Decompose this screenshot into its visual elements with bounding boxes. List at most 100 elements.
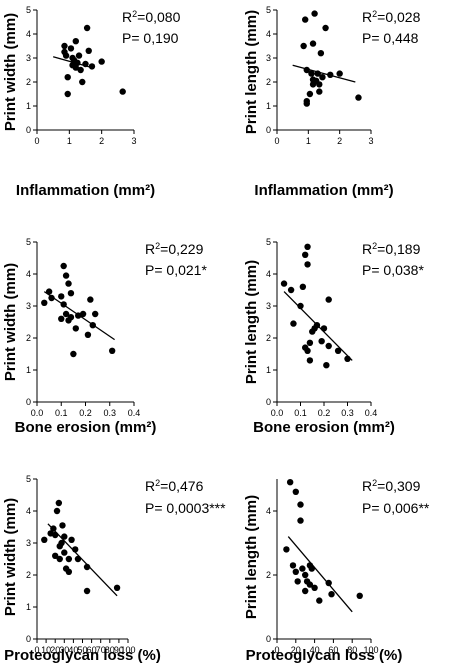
x-tick-label: 100: [363, 645, 378, 655]
data-point: [306, 357, 314, 364]
data-point: [323, 362, 330, 369]
y-tick-label: 4: [266, 269, 271, 279]
x-tick-label: 60: [87, 645, 97, 655]
data-point: [67, 45, 75, 52]
x-tick-label: 20: [291, 645, 301, 655]
data-point: [325, 579, 332, 587]
x-tick-label: 20: [50, 645, 60, 655]
y-tick-label: 2: [266, 333, 271, 343]
data-point: [41, 536, 48, 543]
x-tick-label: 60: [328, 645, 338, 655]
data-point: [292, 488, 299, 495]
y-tick-label: 5: [26, 474, 31, 484]
data-point: [316, 88, 323, 95]
x-tick-label: 0.2: [318, 408, 331, 418]
data-point: [60, 262, 67, 270]
data-point: [325, 296, 332, 303]
p-value-label: P= 0,006**: [362, 500, 430, 516]
r-squared-label: R2=0,309: [362, 478, 421, 494]
x-tick-label: 0.4: [128, 408, 141, 418]
y-tick-label: 0: [26, 634, 31, 644]
x-tick-label: 3: [368, 136, 373, 146]
data-point: [297, 517, 304, 524]
y-axis-label: Print length (mm): [243, 260, 260, 384]
data-point: [92, 310, 99, 318]
y-tick-label: 1: [26, 101, 31, 111]
data-point: [316, 81, 323, 88]
x-tick-label: 70: [96, 645, 106, 655]
data-point: [322, 24, 329, 32]
x-axis-label: Proteoglycan loss (%): [246, 647, 403, 664]
y-tick-label: 0: [266, 634, 271, 644]
data-point: [52, 552, 59, 559]
y-tick-label: 0: [26, 125, 31, 135]
y-tick-label: 2: [26, 77, 31, 87]
r-squared-label: R2=0,476: [145, 478, 204, 494]
y-axis-label: Print width (mm): [2, 498, 19, 616]
x-tick-label: 90: [114, 645, 124, 655]
data-point: [297, 501, 304, 508]
data-point: [325, 342, 332, 350]
scatter-panel-3: 0 1 2 3 4 5 0.0 0.1 0.2 0.3 0.4 Print width (mm) Bon…: [2, 237, 207, 436]
data-point: [300, 42, 307, 50]
data-point: [311, 584, 318, 591]
x-tick-label: 1: [306, 136, 311, 146]
data-point: [113, 584, 121, 591]
data-point: [56, 555, 63, 563]
data-point: [314, 70, 321, 77]
y-tick-label: 2: [26, 333, 31, 343]
data-point: [88, 63, 96, 70]
y-tick-label: 2: [26, 570, 31, 580]
data-point: [304, 243, 311, 250]
y-axis-label: Print width (mm): [2, 13, 19, 131]
p-value-label: P= 0,038*: [362, 262, 424, 278]
data-point: [77, 66, 84, 74]
r-squared-label: R2=0,028: [362, 9, 421, 25]
y-tick-label: 5: [266, 5, 271, 15]
y-tick-label: 5: [26, 5, 31, 15]
data-point: [355, 94, 362, 101]
data-point: [72, 546, 79, 553]
data-point: [52, 531, 59, 539]
x-tick-label: 100: [120, 645, 135, 655]
data-point: [289, 562, 297, 569]
data-point: [41, 299, 48, 306]
data-point: [79, 78, 86, 86]
r-squared-label: R2=0,080: [122, 9, 181, 25]
y-tick-label: 3: [26, 538, 31, 548]
data-point: [299, 565, 306, 572]
data-point: [53, 507, 61, 515]
data-point: [84, 331, 92, 338]
data-point: [82, 60, 89, 68]
data-point: [306, 339, 314, 346]
x-tick-label: 0.2: [79, 408, 92, 418]
y-tick-label: 0: [26, 397, 31, 407]
data-point: [58, 539, 65, 547]
x-tick-label: 0.1: [55, 408, 68, 418]
data-point: [304, 347, 311, 354]
x-tick-label: 0.3: [103, 408, 116, 418]
x-tick-label: 2: [99, 136, 104, 146]
x-tick-label: 80: [347, 645, 357, 655]
data-point: [98, 58, 105, 65]
data-point: [108, 347, 116, 354]
p-value-label: P= 0,190: [122, 30, 179, 46]
data-point: [286, 479, 294, 486]
data-point: [72, 325, 80, 332]
data-point: [290, 320, 297, 327]
data-point: [85, 47, 92, 54]
data-point: [283, 546, 290, 553]
y-tick-label: 4: [26, 269, 31, 279]
data-point: [64, 90, 71, 98]
data-point: [60, 301, 67, 308]
x-tick-label: 0: [34, 136, 39, 146]
data-point: [83, 563, 91, 571]
data-point: [344, 355, 351, 362]
x-tick-label: 80: [105, 645, 115, 655]
x-tick-label: 0: [34, 645, 39, 655]
data-point: [334, 347, 342, 354]
x-tick-label: 2: [337, 136, 342, 146]
data-point: [302, 251, 309, 258]
